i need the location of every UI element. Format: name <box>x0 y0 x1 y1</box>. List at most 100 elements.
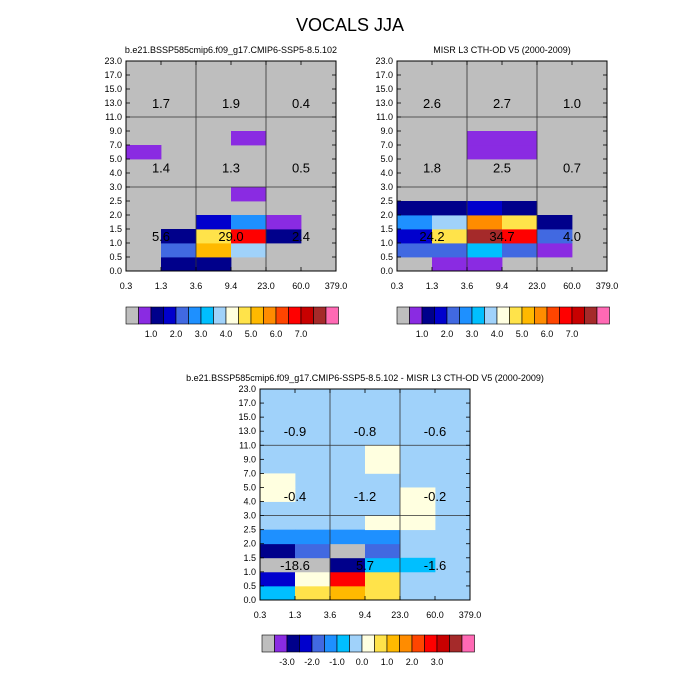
colorbar-box <box>471 306 485 325</box>
x-tick-label: 379.0 <box>325 281 348 291</box>
colorbar-label: 2.0 <box>170 329 183 339</box>
heatmap-cell <box>397 215 433 230</box>
colorbar-box <box>275 306 289 325</box>
x-tick-label: 60.0 <box>563 281 581 291</box>
heatmap-cell <box>231 215 267 230</box>
data-label: 2.6 <box>423 96 441 111</box>
panel-2: MISR L3 CTH-OD V5 (2000-2009) 0.3 1.3 3.6 9.… <box>375 45 618 339</box>
heatmap-cell <box>295 543 331 559</box>
y-tick-label: 2.0 <box>109 210 122 220</box>
colorbar-box <box>484 306 498 325</box>
heatmap-cell <box>432 229 468 244</box>
colorbar-box <box>396 306 410 325</box>
y-tick-label: 1.5 <box>243 553 256 563</box>
heatmap-cell <box>260 557 296 573</box>
panels: b.e21.BSSP585cmip6.f09_g17.CMIP6-SSP5-8.… <box>104 45 618 667</box>
heatmap-cell <box>161 257 197 272</box>
heatmap-cell <box>537 229 573 244</box>
colorbar-box <box>496 306 510 325</box>
panel-1: b.e21.BSSP585cmip6.f09_g17.CMIP6-SSP5-8.… <box>104 45 347 339</box>
y-tick-label: 5.0 <box>243 482 256 492</box>
heatmap-cell <box>196 243 232 258</box>
heatmap-cell <box>502 215 538 230</box>
figure-title: VOCALS JJA <box>296 15 404 35</box>
colorbar-label: 1.0 <box>381 657 394 667</box>
panel-title: b.e21.BSSP585cmip6.f09_g17.CMIP6-SSP5-8.… <box>186 373 544 383</box>
heatmap-cell <box>537 215 573 230</box>
colorbar-label: 2.0 <box>406 657 419 667</box>
heatmap-cell <box>502 145 538 160</box>
heatmap-cell <box>502 201 538 216</box>
y-tick-label: 3.0 <box>380 182 393 192</box>
colorbar-box <box>434 306 448 325</box>
colorbar-box <box>374 634 388 653</box>
heatmap-cell <box>231 243 267 258</box>
y-tick-label: 13.0 <box>104 98 122 108</box>
y-tick-label: 2.0 <box>380 210 393 220</box>
y-tick-label: 7.0 <box>243 468 256 478</box>
heatmap-cell <box>260 585 296 601</box>
colorbar-box <box>336 634 350 653</box>
colorbar-box <box>559 306 573 325</box>
colorbar-box <box>150 306 164 325</box>
y-tick-label: 1.0 <box>243 567 256 577</box>
colorbar-label: 3.0 <box>431 657 444 667</box>
x-tick-label: 0.3 <box>120 281 133 291</box>
heatmap-cell <box>365 571 401 587</box>
heatmap-cell <box>400 487 436 502</box>
colorbar-box <box>188 306 202 325</box>
heatmap-cell <box>260 473 296 488</box>
data-label: 1.9 <box>222 96 240 111</box>
colorbar-box <box>584 306 598 325</box>
y-tick-label: 0.5 <box>380 252 393 262</box>
data-label: -0.4 <box>284 489 306 504</box>
heatmap-cell <box>266 229 302 244</box>
y-tick-label: 17.0 <box>375 70 393 80</box>
y-tick-label: 15.0 <box>238 412 256 422</box>
colorbar-box <box>596 306 610 325</box>
colorbar-box <box>534 306 548 325</box>
colorbar-box <box>411 634 425 653</box>
heatmap-cell <box>400 515 436 531</box>
y-tick-label: 11.0 <box>376 112 393 122</box>
data-label: 2.4 <box>292 229 310 244</box>
y-tick-label: 3.0 <box>109 182 122 192</box>
colorbar-label: -3.0 <box>279 657 295 667</box>
colorbar: -3.0 -2.0 -1.0 0.0 1.0 2.0 3.0 <box>261 634 475 667</box>
heatmap-cell <box>126 145 162 160</box>
heatmap-cell <box>330 529 366 545</box>
heatmap-cell <box>295 585 331 601</box>
colorbar-label: 7.0 <box>295 329 308 339</box>
data-label: 34.7 <box>489 229 514 244</box>
heatmap-cell <box>231 131 267 146</box>
x-tick-label: 379.0 <box>596 281 619 291</box>
heatmap-cell <box>365 445 401 460</box>
y-tick-label: 9.0 <box>380 126 393 136</box>
colorbar-box <box>571 306 585 325</box>
data-label: 0.7 <box>563 160 581 175</box>
colorbar-box <box>361 634 375 653</box>
heatmap-cell <box>330 557 366 573</box>
colorbar-box <box>163 306 177 325</box>
data-label: -0.6 <box>424 424 446 439</box>
x-tick-label: 9.4 <box>225 281 238 291</box>
colorbar-box <box>409 306 423 325</box>
x-tick-label: 23.0 <box>391 610 409 620</box>
colorbar-label: -2.0 <box>304 657 320 667</box>
data-label: -18.6 <box>280 558 310 573</box>
y-tick-label: 7.0 <box>109 140 122 150</box>
heatmap-cell <box>365 557 401 573</box>
heatmap-cell <box>432 257 468 272</box>
heatmap-cell <box>196 215 232 230</box>
colorbar-label: 6.0 <box>270 329 283 339</box>
heatmap-cell <box>537 243 573 258</box>
colorbar-box <box>200 306 214 325</box>
x-tick-label: 3.6 <box>190 281 203 291</box>
y-tick-label: 2.5 <box>380 196 393 206</box>
heatmap-cell <box>231 187 267 202</box>
colorbar-box <box>213 306 227 325</box>
y-tick-label: 11.0 <box>105 112 122 122</box>
y-tick-label: 17.0 <box>104 70 122 80</box>
y-tick-label: 1.5 <box>109 224 122 234</box>
y-tick-label: 9.0 <box>109 126 122 136</box>
